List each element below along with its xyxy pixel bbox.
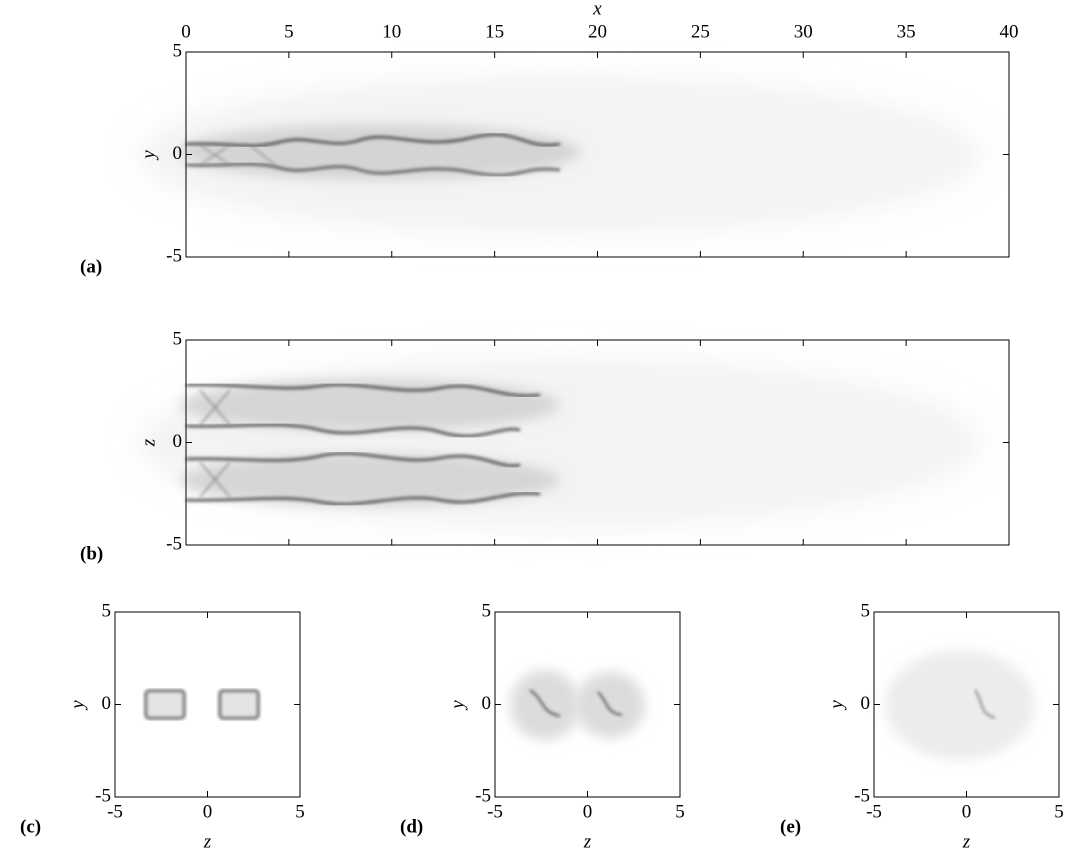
x-axis-label: x <box>592 0 602 19</box>
y-tick-label: -5 <box>475 785 491 806</box>
schlieren-image <box>140 357 980 527</box>
x-axis-label: z <box>583 831 592 852</box>
panel-label: (c) <box>20 816 41 837</box>
panel-label: (e) <box>780 816 801 837</box>
x-tick-label: 0 <box>203 801 213 822</box>
x-tick-label: 0 <box>583 801 593 822</box>
x-tick-label: 25 <box>691 21 710 42</box>
x-tick-label: 5 <box>295 801 305 822</box>
y-axis-label: y <box>138 150 159 161</box>
y-tick-label: 0 <box>173 431 183 452</box>
x-axis-label: z <box>203 831 212 852</box>
y-tick-label: 0 <box>102 693 112 714</box>
y-axis-label: y <box>447 700 468 711</box>
x-tick-label: 20 <box>588 21 607 42</box>
y-tick-label: 5 <box>173 328 183 349</box>
x-tick-label: 5 <box>675 801 685 822</box>
axes-frame <box>114 611 301 798</box>
y-tick-label: -5 <box>95 785 111 806</box>
x-tick-label: 35 <box>897 21 916 42</box>
x-axis-label: z <box>962 831 971 852</box>
y-tick-label: -5 <box>166 533 182 554</box>
y-tick-label: 5 <box>102 600 112 621</box>
panel-label: (b) <box>80 543 103 564</box>
panel-label: (a) <box>80 256 102 277</box>
y-tick-label: -5 <box>854 785 870 806</box>
x-tick-label: 15 <box>485 21 504 42</box>
schlieren-image <box>140 75 980 235</box>
y-tick-label: -5 <box>166 245 182 266</box>
y-tick-label: 5 <box>482 600 492 621</box>
y-tick-label: 0 <box>482 693 492 714</box>
x-tick-label: 5 <box>284 21 294 42</box>
x-tick-label: -5 <box>487 801 503 822</box>
y-axis-label: z <box>138 438 159 447</box>
schlieren-image <box>144 689 260 720</box>
x-tick-label: 5 <box>1054 801 1064 822</box>
y-tick-label: 5 <box>173 40 183 61</box>
x-tick-label: -5 <box>107 801 123 822</box>
y-axis-label: y <box>826 700 847 711</box>
y-axis-label: y <box>67 700 88 711</box>
schlieren-image <box>510 670 645 740</box>
x-tick-label: -5 <box>866 801 882 822</box>
x-tick-label: 10 <box>382 21 401 42</box>
x-tick-label: 40 <box>1000 21 1019 42</box>
x-tick-label: 30 <box>794 21 813 42</box>
panel-label: (d) <box>400 816 423 837</box>
x-tick-label: 0 <box>181 21 191 42</box>
y-tick-label: 0 <box>861 693 871 714</box>
y-tick-label: 0 <box>173 143 183 164</box>
y-tick-label: 5 <box>861 600 871 621</box>
x-tick-label: 0 <box>962 801 972 822</box>
schlieren-image <box>885 650 1035 760</box>
